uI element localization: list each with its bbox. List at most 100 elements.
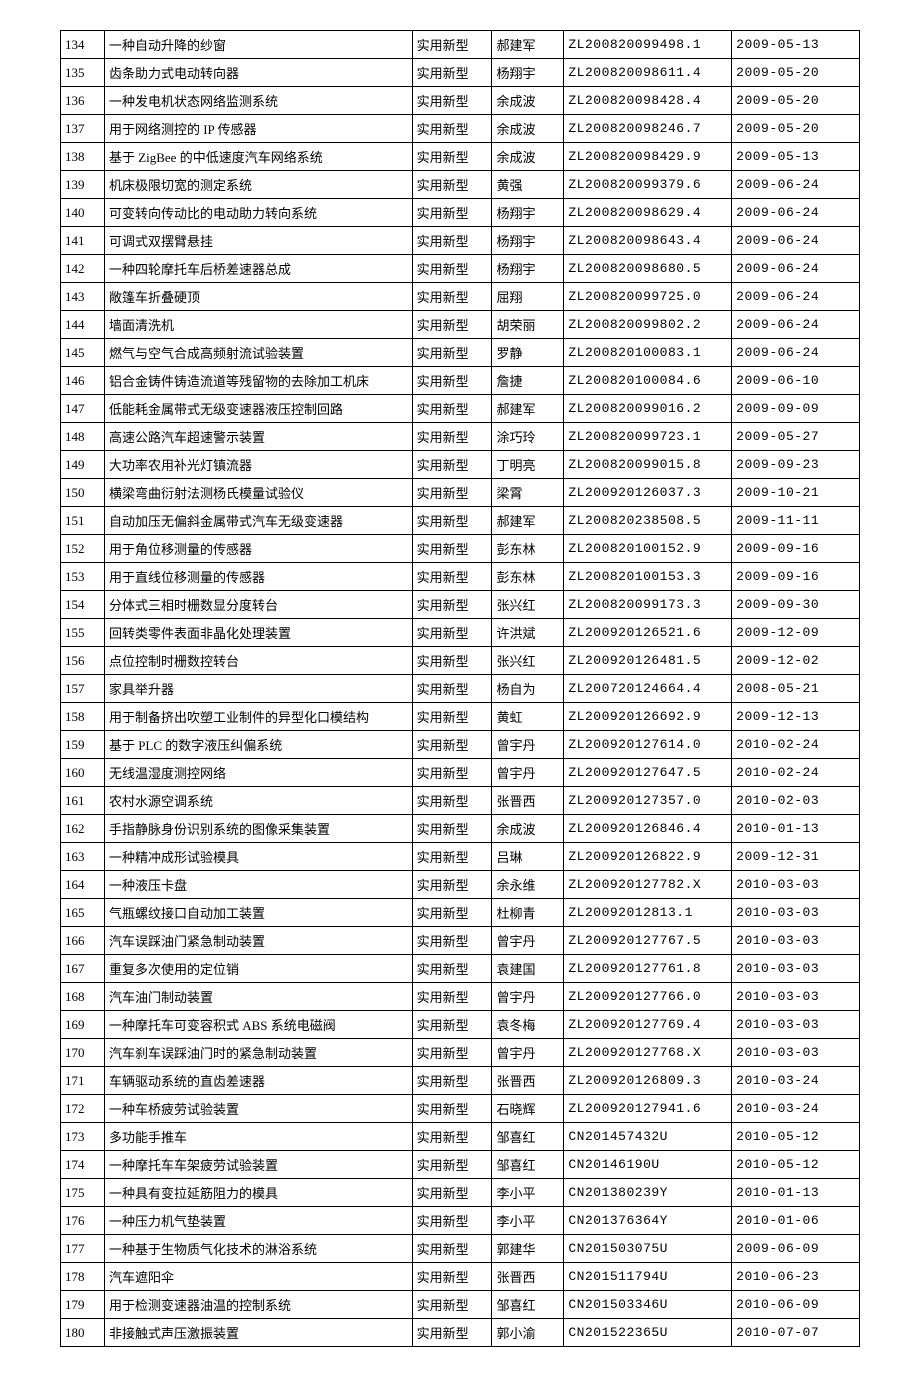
table-row: 178汽车遮阳伞实用新型张晋西CN201511794U2010-06-23 <box>61 1263 860 1291</box>
row-code: ZL200920127782.X <box>564 871 732 899</box>
table-row: 171车辆驱动系统的直齿差速器实用新型张晋西ZL200920126809.320… <box>61 1067 860 1095</box>
row-id: 155 <box>61 619 105 647</box>
row-date: 2009-06-24 <box>732 171 860 199</box>
row-id: 142 <box>61 255 105 283</box>
row-id: 173 <box>61 1123 105 1151</box>
table-row: 150横梁弯曲衍射法测杨氏模量试验仪实用新型梁霄ZL200920126037.3… <box>61 479 860 507</box>
row-id: 139 <box>61 171 105 199</box>
row-date: 2009-12-31 <box>732 843 860 871</box>
row-date: 2010-02-24 <box>732 759 860 787</box>
row-name: 基于 PLC 的数字液压纠偏系统 <box>104 731 412 759</box>
row-id: 176 <box>61 1207 105 1235</box>
row-type: 实用新型 <box>412 339 492 367</box>
row-name: 燃气与空气合成高频射流试验装置 <box>104 339 412 367</box>
row-person: 曾宇丹 <box>492 983 564 1011</box>
row-name: 分体式三相时栅数显分度转台 <box>104 591 412 619</box>
row-name: 手指静脉身份识别系统的图像采集装置 <box>104 815 412 843</box>
row-id: 153 <box>61 563 105 591</box>
row-person: 余永维 <box>492 871 564 899</box>
row-date: 2010-03-03 <box>732 1011 860 1039</box>
row-date: 2009-09-23 <box>732 451 860 479</box>
row-date: 2010-01-06 <box>732 1207 860 1235</box>
row-type: 实用新型 <box>412 563 492 591</box>
row-code: CN201380239Y <box>564 1179 732 1207</box>
row-date: 2010-03-03 <box>732 1039 860 1067</box>
row-type: 实用新型 <box>412 1319 492 1347</box>
row-person: 石晓辉 <box>492 1095 564 1123</box>
row-type: 实用新型 <box>412 619 492 647</box>
row-id: 157 <box>61 675 105 703</box>
row-code: ZL200820100153.3 <box>564 563 732 591</box>
row-date: 2009-06-24 <box>732 311 860 339</box>
row-person: 杨自为 <box>492 675 564 703</box>
row-date: 2009-10-21 <box>732 479 860 507</box>
row-id: 136 <box>61 87 105 115</box>
row-name: 一种车桥疲劳试验装置 <box>104 1095 412 1123</box>
table-row: 136一种发电机状态网络监测系统实用新型余成波ZL200820098428.42… <box>61 87 860 115</box>
row-id: 172 <box>61 1095 105 1123</box>
row-code: ZL200820099802.2 <box>564 311 732 339</box>
row-code: ZL200920126037.3 <box>564 479 732 507</box>
table-row: 177一种基于生物质气化技术的淋浴系统实用新型郭建华CN201503075U20… <box>61 1235 860 1263</box>
row-code: ZL200820099379.6 <box>564 171 732 199</box>
row-date: 2010-02-03 <box>732 787 860 815</box>
row-code: ZL200820099016.2 <box>564 395 732 423</box>
table-row: 180非接触式声压激振装置实用新型郭小渝CN201522365U2010-07-… <box>61 1319 860 1347</box>
row-id: 178 <box>61 1263 105 1291</box>
row-person: 郝建军 <box>492 31 564 59</box>
row-date: 2010-07-07 <box>732 1319 860 1347</box>
row-type: 实用新型 <box>412 31 492 59</box>
row-name: 机床极限切宽的测定系统 <box>104 171 412 199</box>
row-type: 实用新型 <box>412 843 492 871</box>
table-row: 155回转类零件表面非晶化处理装置实用新型许洪斌ZL200920126521.6… <box>61 619 860 647</box>
row-person: 郭建华 <box>492 1235 564 1263</box>
row-name: 一种摩托车车架疲劳试验装置 <box>104 1151 412 1179</box>
row-type: 实用新型 <box>412 591 492 619</box>
row-date: 2010-02-24 <box>732 731 860 759</box>
row-code: ZL200920126822.9 <box>564 843 732 871</box>
row-id: 163 <box>61 843 105 871</box>
row-code: ZL200920127761.8 <box>564 955 732 983</box>
table-row: 144墙面清洗机实用新型胡荣丽ZL200820099802.22009-06-2… <box>61 311 860 339</box>
table-row: 142一种四轮摩托车后桥差速器总成实用新型杨翔宇ZL200820098680.5… <box>61 255 860 283</box>
row-person: 李小平 <box>492 1207 564 1235</box>
row-date: 2010-03-03 <box>732 955 860 983</box>
row-person: 吕琳 <box>492 843 564 871</box>
row-id: 143 <box>61 283 105 311</box>
row-code: ZL200820099498.1 <box>564 31 732 59</box>
row-type: 实用新型 <box>412 1011 492 1039</box>
row-type: 实用新型 <box>412 647 492 675</box>
row-name: 无线温湿度测控网络 <box>104 759 412 787</box>
row-type: 实用新型 <box>412 899 492 927</box>
row-id: 177 <box>61 1235 105 1263</box>
row-type: 实用新型 <box>412 199 492 227</box>
table-row: 164一种液压卡盘实用新型余永维ZL200920127782.X2010-03-… <box>61 871 860 899</box>
row-person: 余成波 <box>492 87 564 115</box>
row-name: 可变转向传动比的电动助力转向系统 <box>104 199 412 227</box>
row-code: ZL200920126521.6 <box>564 619 732 647</box>
row-name: 重复多次使用的定位销 <box>104 955 412 983</box>
row-code: ZL200820098643.4 <box>564 227 732 255</box>
row-id: 137 <box>61 115 105 143</box>
row-name: 汽车遮阳伞 <box>104 1263 412 1291</box>
row-type: 实用新型 <box>412 171 492 199</box>
row-person: 杨翔宇 <box>492 59 564 87</box>
row-name: 车辆驱动系统的直齿差速器 <box>104 1067 412 1095</box>
table-row: 134一种自动升降的纱窗实用新型郝建军ZL200820099498.12009-… <box>61 31 860 59</box>
row-person: 胡荣丽 <box>492 311 564 339</box>
row-name: 一种自动升降的纱窗 <box>104 31 412 59</box>
row-person: 郭小渝 <box>492 1319 564 1347</box>
row-person: 许洪斌 <box>492 619 564 647</box>
row-type: 实用新型 <box>412 1123 492 1151</box>
row-name: 墙面清洗机 <box>104 311 412 339</box>
row-name: 用于制备挤出吹塑工业制件的异型化口模结构 <box>104 703 412 731</box>
row-type: 实用新型 <box>412 787 492 815</box>
table-row: 158用于制备挤出吹塑工业制件的异型化口模结构实用新型黄虹ZL200920126… <box>61 703 860 731</box>
row-type: 实用新型 <box>412 535 492 563</box>
row-person: 彭东林 <box>492 563 564 591</box>
table-row: 173多功能手推车实用新型邹喜红CN201457432U2010-05-12 <box>61 1123 860 1151</box>
row-code: CN201522365U <box>564 1319 732 1347</box>
row-type: 实用新型 <box>412 759 492 787</box>
table-row: 152用于角位移测量的传感器实用新型彭东林ZL200820100152.9200… <box>61 535 860 563</box>
row-person: 邹喜红 <box>492 1151 564 1179</box>
